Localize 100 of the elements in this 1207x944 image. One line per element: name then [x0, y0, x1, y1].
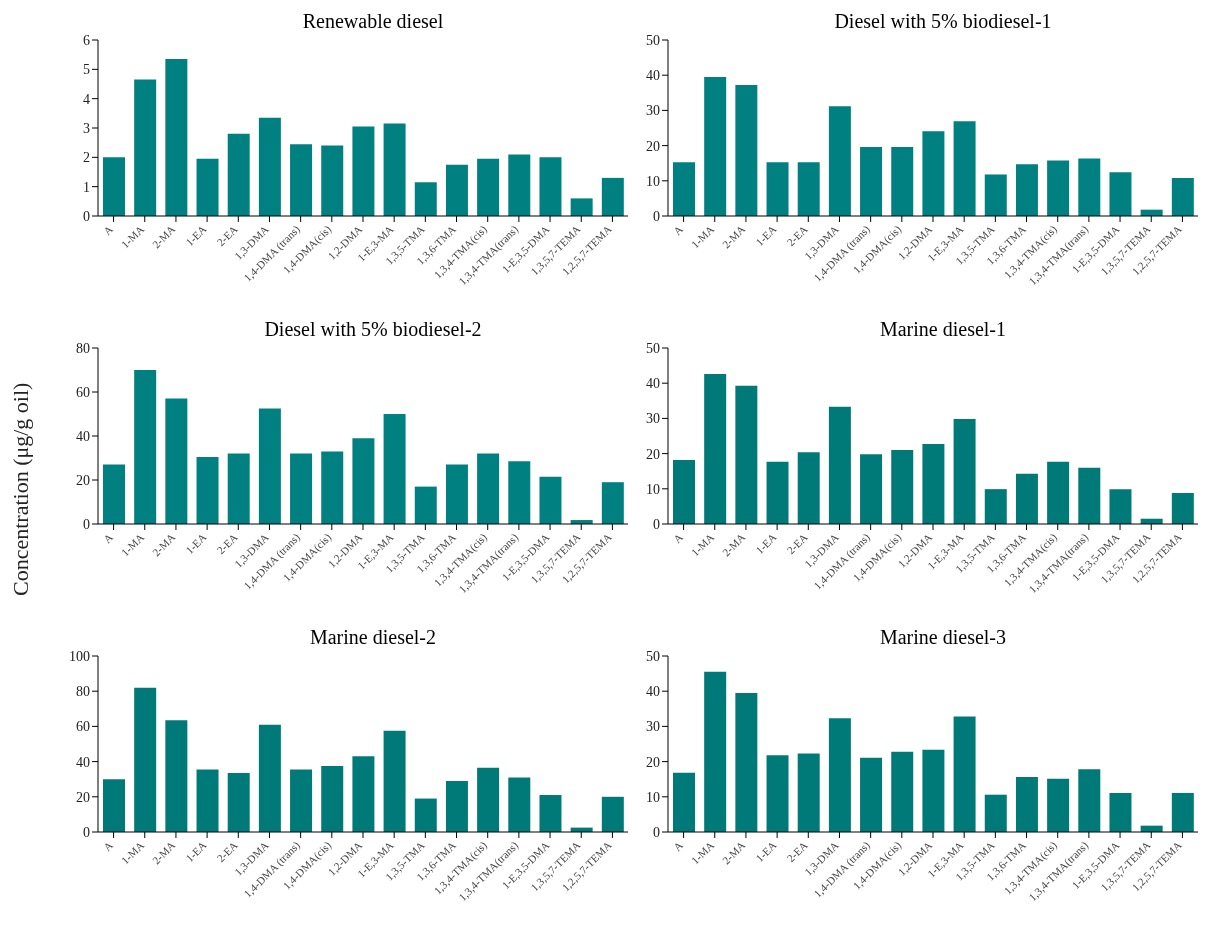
bar — [601, 482, 624, 524]
x-tick-label: A — [100, 530, 116, 546]
bar — [445, 164, 468, 216]
chart-title: Renewable diesel — [301, 9, 445, 34]
bar — [290, 769, 313, 832]
bar — [828, 718, 851, 832]
y-tick-label: 0 — [83, 824, 90, 840]
bar — [828, 106, 851, 216]
bar — [735, 692, 758, 832]
bar — [1047, 778, 1070, 832]
bar — [1171, 792, 1194, 832]
bar — [321, 451, 344, 524]
bar — [1171, 177, 1194, 216]
y-tick-label: 50 — [646, 340, 660, 356]
bar — [601, 796, 624, 832]
y-tick-label: 40 — [646, 376, 660, 392]
chart-title: Marine diesel-2 — [308, 625, 438, 650]
x-tick-label: A — [670, 838, 686, 854]
bar — [134, 370, 157, 524]
bar — [860, 757, 883, 832]
bar — [321, 145, 344, 216]
bar — [1109, 489, 1132, 524]
bar — [953, 121, 976, 216]
bar — [1047, 461, 1070, 524]
bar — [1109, 792, 1132, 832]
y-tick-label: 60 — [76, 719, 90, 735]
bar — [766, 461, 789, 524]
bar — [984, 794, 1007, 832]
y-tick-label: 60 — [76, 384, 90, 400]
bar — [196, 158, 219, 216]
y-tick-label: 30 — [646, 719, 660, 735]
y-tick-label: 5 — [83, 62, 90, 78]
y-tick-label: 50 — [646, 32, 660, 48]
bar — [227, 133, 250, 216]
bar — [383, 414, 406, 524]
y-tick-label: 40 — [76, 754, 90, 770]
y-tick-label: 80 — [76, 684, 90, 700]
bar — [508, 154, 531, 216]
bar — [704, 374, 727, 524]
chart-title: Diesel with 5% biodiesel-2 — [263, 317, 483, 342]
bar — [539, 795, 562, 832]
bar — [352, 126, 375, 216]
bar — [258, 724, 281, 832]
bar — [445, 780, 468, 832]
bar — [735, 85, 758, 216]
bar — [953, 716, 976, 832]
bar — [103, 157, 125, 216]
bar — [953, 419, 976, 524]
bar — [477, 453, 500, 524]
x-tick-label: A — [100, 838, 116, 854]
chart-title: Diesel with 5% biodiesel-1 — [833, 9, 1053, 34]
y-tick-label: 10 — [646, 481, 660, 497]
bar — [891, 751, 914, 832]
chart-title: Marine diesel-1 — [878, 317, 1008, 342]
bar — [1047, 160, 1070, 216]
bar — [539, 157, 562, 216]
bar — [601, 177, 624, 216]
bar — [227, 773, 250, 832]
bar — [984, 489, 1007, 524]
x-tick-label: A — [670, 530, 686, 546]
bar — [984, 174, 1007, 216]
y-tick-label: 40 — [76, 428, 90, 444]
bar — [196, 769, 219, 832]
bar — [477, 767, 500, 832]
bar — [477, 158, 500, 216]
bar — [1078, 769, 1101, 832]
bar — [539, 476, 562, 524]
bar — [704, 671, 727, 832]
y-tick-label: 4 — [83, 91, 90, 107]
bar — [383, 730, 406, 832]
bar — [103, 779, 125, 832]
y-tick-label: 20 — [646, 446, 660, 462]
y-tick-label: 30 — [646, 103, 660, 119]
bar — [321, 766, 344, 832]
chart-title: Marine diesel-3 — [878, 625, 1008, 650]
y-tick-label: 0 — [653, 516, 660, 532]
bar — [1171, 493, 1194, 524]
bar — [414, 182, 437, 216]
bar — [1109, 172, 1132, 216]
bar — [673, 459, 695, 524]
bar — [1078, 467, 1101, 524]
y-tick-label: 0 — [653, 824, 660, 840]
bar — [414, 798, 437, 832]
bar — [1078, 158, 1101, 216]
bar — [1015, 473, 1038, 524]
bar — [704, 76, 727, 216]
y-tick-label: 20 — [646, 138, 660, 154]
bar — [766, 755, 789, 832]
bar — [922, 749, 945, 832]
bar — [134, 79, 157, 216]
bar — [165, 720, 188, 832]
bar — [227, 453, 250, 524]
y-tick-label: 20 — [76, 789, 90, 805]
bar — [134, 687, 157, 832]
y-tick-label: 10 — [646, 789, 660, 805]
y-tick-label: 10 — [646, 173, 660, 189]
bar — [673, 772, 695, 832]
bar — [1015, 164, 1038, 216]
bar — [1015, 777, 1038, 832]
x-tick-label: A — [670, 222, 686, 238]
